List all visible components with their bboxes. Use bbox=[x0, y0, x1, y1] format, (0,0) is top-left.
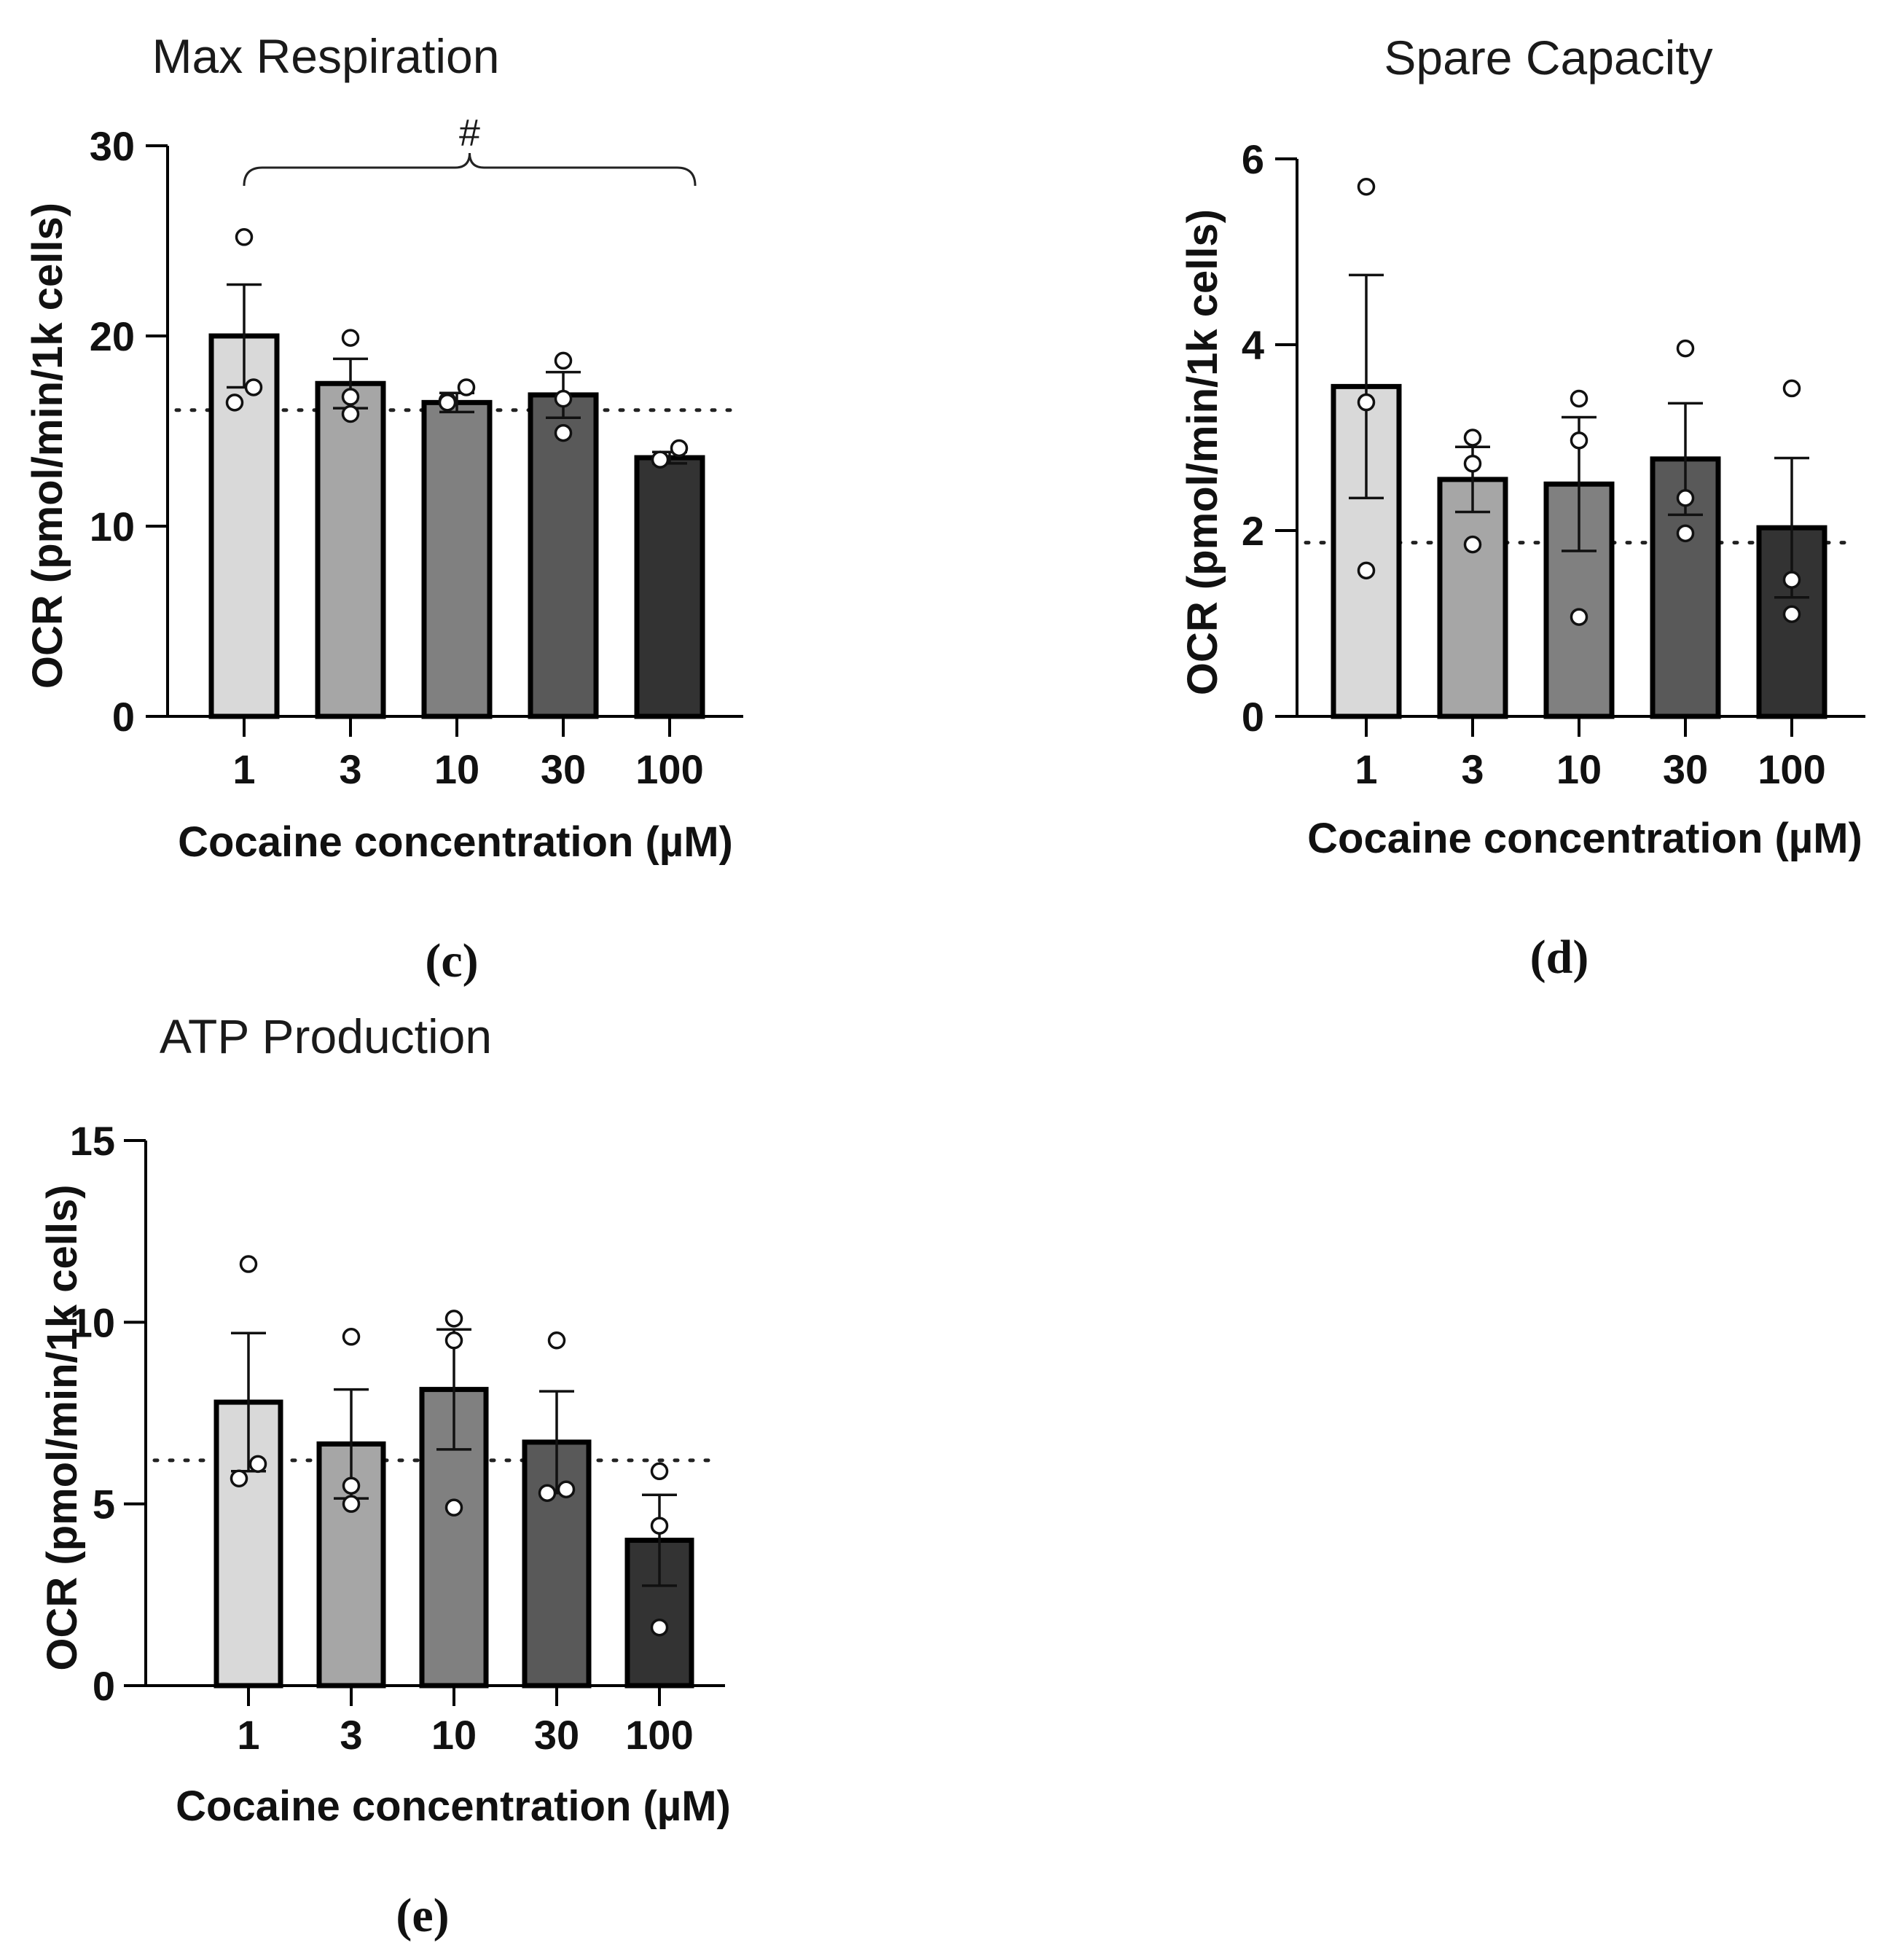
y-axis-label: OCR (pmol/min/1k cells) bbox=[24, 203, 71, 689]
x-tick-label-3: 3 bbox=[339, 746, 361, 792]
bar-10 bbox=[421, 399, 493, 719]
chart-panel-1: Max Respiration 0 10 20 30 1 3 10 30 100 OCR (pmol… bbox=[24, 29, 743, 987]
data-point-1 bbox=[1357, 561, 1376, 580]
data-point-30 bbox=[554, 351, 573, 370]
chart-panel-2: Spare Capacity 0 2 4 6 1 3 10 30 100 OCR (pmol/min… bbox=[1179, 31, 1865, 984]
y-tick-label: 10 bbox=[90, 504, 135, 549]
data-point-30 bbox=[547, 1331, 566, 1350]
data-point-3 bbox=[1463, 429, 1482, 447]
x-axis-label: Cocaine concentration (µM) bbox=[176, 1783, 731, 1830]
data-point-30 bbox=[1676, 339, 1695, 358]
data-point-3 bbox=[341, 404, 360, 423]
data-point-100 bbox=[1782, 605, 1801, 623]
x-tick-label-100: 100 bbox=[635, 746, 703, 792]
data-point-10 bbox=[457, 378, 476, 396]
data-point-10 bbox=[1570, 608, 1588, 626]
chart-title: ATP Production bbox=[160, 1009, 492, 1063]
y-tick-label: 5 bbox=[93, 1482, 115, 1527]
bar-100 bbox=[634, 455, 705, 719]
bar-3 bbox=[315, 380, 386, 719]
data-point-3 bbox=[341, 329, 360, 347]
x-axis-label: Cocaine concentration (µM) bbox=[1307, 815, 1862, 862]
data-point-10 bbox=[444, 1498, 463, 1517]
y-axis-label: OCR (pmol/min/1k cells) bbox=[39, 1184, 86, 1670]
x-tick-label-3: 3 bbox=[340, 1712, 362, 1758]
data-point-10 bbox=[444, 1331, 463, 1350]
x-tick-label-10: 10 bbox=[1556, 746, 1602, 792]
data-point-10 bbox=[444, 1310, 463, 1328]
x-tick-label-1: 1 bbox=[1355, 746, 1377, 792]
y-tick-label: 15 bbox=[70, 1118, 115, 1164]
x-tick-label-30: 30 bbox=[534, 1712, 579, 1758]
x-tick-label-10: 10 bbox=[431, 1712, 477, 1758]
x-tick-label-30: 30 bbox=[1663, 746, 1708, 792]
bar-1 bbox=[208, 333, 280, 719]
y-tick-label: 4 bbox=[1242, 322, 1264, 368]
data-point-3 bbox=[1463, 535, 1482, 554]
panel-label: (d) bbox=[1530, 931, 1589, 984]
y-tick-label: 10 bbox=[70, 1299, 115, 1345]
x-tick-label-100: 100 bbox=[1758, 746, 1825, 792]
data-point-100 bbox=[650, 1517, 669, 1535]
data-point-100 bbox=[1782, 379, 1801, 398]
y-tick-label: 20 bbox=[90, 313, 135, 359]
data-point-1 bbox=[244, 378, 263, 396]
data-point-1 bbox=[248, 1455, 267, 1474]
data-point-10 bbox=[1570, 389, 1588, 408]
x-tick-label-1: 1 bbox=[232, 746, 255, 792]
data-point-1 bbox=[225, 394, 244, 412]
data-point-3 bbox=[341, 388, 360, 406]
y-tick-label: 0 bbox=[1242, 694, 1264, 740]
x-tick-label-10: 10 bbox=[434, 746, 479, 792]
significance-bracket bbox=[243, 152, 697, 187]
data-point-100 bbox=[650, 1618, 669, 1637]
bar-3 bbox=[1437, 477, 1508, 719]
error-bar-10 bbox=[436, 1328, 471, 1451]
x-tick-label-3: 3 bbox=[1461, 746, 1484, 792]
x-tick-label-100: 100 bbox=[625, 1712, 693, 1758]
data-point-30 bbox=[554, 423, 573, 442]
data-point-10 bbox=[438, 394, 457, 412]
data-point-3 bbox=[342, 1476, 361, 1495]
data-point-100 bbox=[1782, 571, 1801, 589]
x-axis-label: Cocaine concentration (µM) bbox=[178, 818, 733, 866]
chart-title: Spare Capacity bbox=[1384, 31, 1712, 85]
data-point-1 bbox=[230, 1469, 248, 1488]
data-point-30 bbox=[554, 389, 573, 408]
data-point-30 bbox=[1676, 489, 1695, 507]
error-bar-1 bbox=[1349, 273, 1384, 500]
chart-title: Max Respiration bbox=[152, 29, 500, 83]
data-point-30 bbox=[557, 1480, 576, 1498]
error-bar-100 bbox=[642, 1493, 677, 1587]
x-tick-label-1: 1 bbox=[237, 1712, 259, 1758]
data-point-1 bbox=[1357, 178, 1376, 196]
data-point-30 bbox=[1676, 524, 1695, 543]
y-tick-label: 6 bbox=[1242, 136, 1264, 182]
data-point-1 bbox=[235, 228, 254, 246]
data-point-30 bbox=[538, 1484, 557, 1502]
data-point-1 bbox=[239, 1255, 258, 1273]
panel-label: (c) bbox=[425, 934, 478, 987]
data-point-3 bbox=[1463, 454, 1482, 473]
y-tick-label: 0 bbox=[93, 1663, 115, 1709]
data-point-1 bbox=[1357, 393, 1376, 412]
x-tick-label-30: 30 bbox=[541, 746, 586, 792]
data-point-3 bbox=[342, 1328, 361, 1346]
panel-label: (e) bbox=[396, 1889, 449, 1942]
chart-panel-3: ATP Production 0 5 10 15 1 3 10 30 100 OCR (pmol/m… bbox=[39, 1009, 731, 1942]
y-tick-label: 0 bbox=[112, 694, 135, 740]
y-tick-label: 30 bbox=[90, 123, 135, 169]
data-point-10 bbox=[1570, 431, 1588, 450]
significance-mark: # bbox=[459, 112, 480, 154]
y-tick-label: 2 bbox=[1242, 508, 1264, 554]
data-point-100 bbox=[651, 450, 670, 469]
data-point-3 bbox=[342, 1495, 361, 1513]
data-point-100 bbox=[670, 439, 689, 458]
data-point-100 bbox=[650, 1462, 669, 1481]
bar-30 bbox=[528, 392, 599, 719]
y-axis-label: OCR (pmol/min/1k cells) bbox=[1179, 209, 1226, 695]
